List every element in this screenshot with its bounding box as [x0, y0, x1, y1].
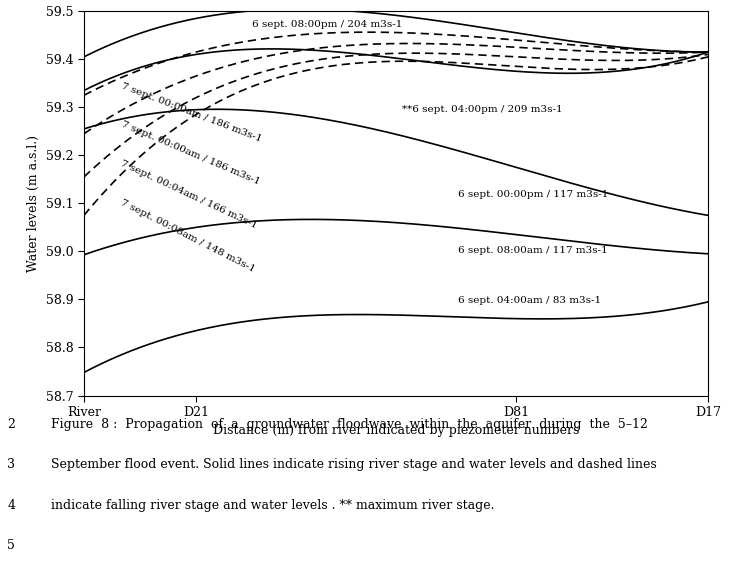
Text: 7 sept. 00:04am / 166 m3s-1: 7 sept. 00:04am / 166 m3s-1: [120, 158, 259, 230]
Text: 6 sept. 08:00am / 117 m3s-1: 6 sept. 08:00am / 117 m3s-1: [458, 246, 608, 255]
Text: September flood event. Solid lines indicate rising river stage and water levels : September flood event. Solid lines indic…: [51, 458, 657, 471]
Text: **6 sept. 04:00pm / 209 m3s-1: **6 sept. 04:00pm / 209 m3s-1: [402, 105, 563, 114]
Text: 6 sept. 08:00pm / 204 m3s-1: 6 sept. 08:00pm / 204 m3s-1: [253, 20, 403, 29]
Y-axis label: Water levels (m a.s.l.): Water levels (m a.s.l.): [27, 135, 40, 272]
Text: 6 sept. 04:00am / 83 m3s-1: 6 sept. 04:00am / 83 m3s-1: [458, 296, 602, 305]
Text: 3: 3: [7, 458, 15, 471]
Text: 2: 2: [7, 418, 15, 431]
Text: 4: 4: [7, 499, 15, 512]
X-axis label: Distance (m) from river indicated by piezometer numbers: Distance (m) from river indicated by pie…: [213, 425, 579, 438]
Text: 7 sept. 00:08am / 148 m3s-1: 7 sept. 00:08am / 148 m3s-1: [119, 198, 257, 274]
Text: 7 sept. 00:00am / 186 m3s-1: 7 sept. 00:00am / 186 m3s-1: [120, 81, 263, 144]
Text: Figure  8 :  Propagation  of  a  groundwater  floodwave  within  the  aquifer  d: Figure 8 : Propagation of a groundwater …: [51, 418, 648, 431]
Text: 7 sept. 00:00am / 186 m3s-1: 7 sept. 00:00am / 186 m3s-1: [120, 120, 261, 187]
Text: 6 sept. 00:00pm / 117 m3s-1: 6 sept. 00:00pm / 117 m3s-1: [458, 190, 609, 199]
Text: 5: 5: [7, 539, 15, 552]
Text: indicate falling river stage and water levels . ** maximum river stage.: indicate falling river stage and water l…: [51, 499, 495, 512]
